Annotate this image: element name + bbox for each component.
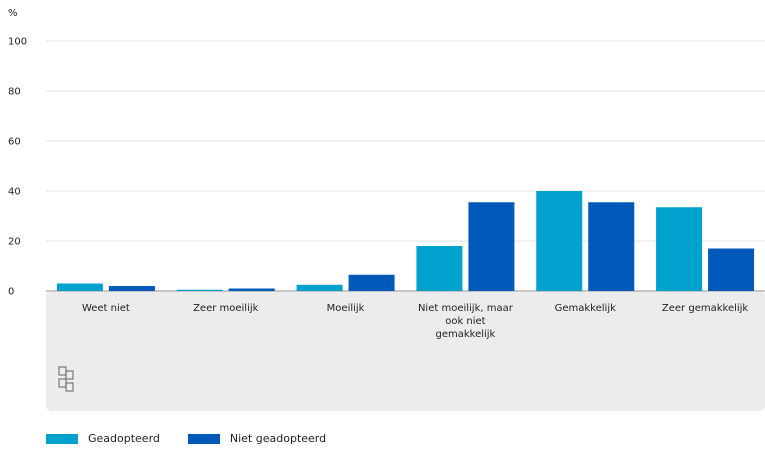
bar-4-series-1: [588, 202, 635, 291]
category-labels: Weet niet Zeer moeilijk Moeilijk Niet moeil…: [82, 303, 748, 340]
bar-3-series-1: [468, 202, 515, 291]
y-tick-labels: 0 20 40 60 80 100: [8, 37, 27, 298]
bar-5-series-1: [708, 248, 755, 291]
bar-1-series-1: [228, 288, 275, 291]
bar-1-series-0: [176, 289, 223, 291]
category-label-3: Niet moeilijk, maar ook niet gemakkelijk: [418, 303, 514, 340]
legend: Geadopteerd Niet geadopteerd: [46, 432, 354, 445]
y-unit-label: %: [8, 8, 18, 19]
cbs-logo: [58, 366, 74, 392]
category-label-2: Moeilijk: [327, 303, 365, 314]
category-label-1: Zeer moeilijk: [193, 303, 259, 314]
category-label-5: Zeer gemakkelijk: [662, 303, 749, 314]
y-tick-label-20: 20: [8, 237, 21, 248]
y-tick-label-80: 80: [8, 87, 21, 98]
bars: [56, 191, 755, 291]
bar-0-series-0: [56, 283, 103, 291]
bar-2-series-1: [348, 274, 395, 291]
legend-swatch-geadopteerd: [46, 433, 78, 444]
bar-3-series-0: [416, 246, 463, 291]
bar-0-series-1: [108, 286, 155, 291]
legend-swatch-niet-geadopteerd: [187, 433, 220, 444]
y-tick-label-60: 60: [8, 137, 21, 148]
bar-5-series-0: [656, 207, 703, 291]
y-tick-label-40: 40: [8, 187, 21, 198]
legend-label-niet-geadopteerd: Niet geadopteerd: [229, 432, 327, 445]
legend-item-geadopteerd: Geadopteerd: [46, 432, 160, 445]
category-label-4: Gemakkelijk: [555, 303, 616, 314]
bar-2-series-0: [296, 284, 343, 291]
y-tick-label-100: 100: [8, 37, 27, 48]
legend-item-niet-geadopteerd: Niet geadopteerd: [187, 432, 327, 445]
category-panel: [46, 291, 765, 411]
bar-4-series-0: [536, 191, 583, 291]
category-label-0: Weet niet: [82, 303, 130, 314]
y-tick-label-0: 0: [8, 287, 14, 298]
gridlines: [46, 40, 765, 292]
legend-label-geadopteerd: Geadopteerd: [88, 432, 160, 445]
